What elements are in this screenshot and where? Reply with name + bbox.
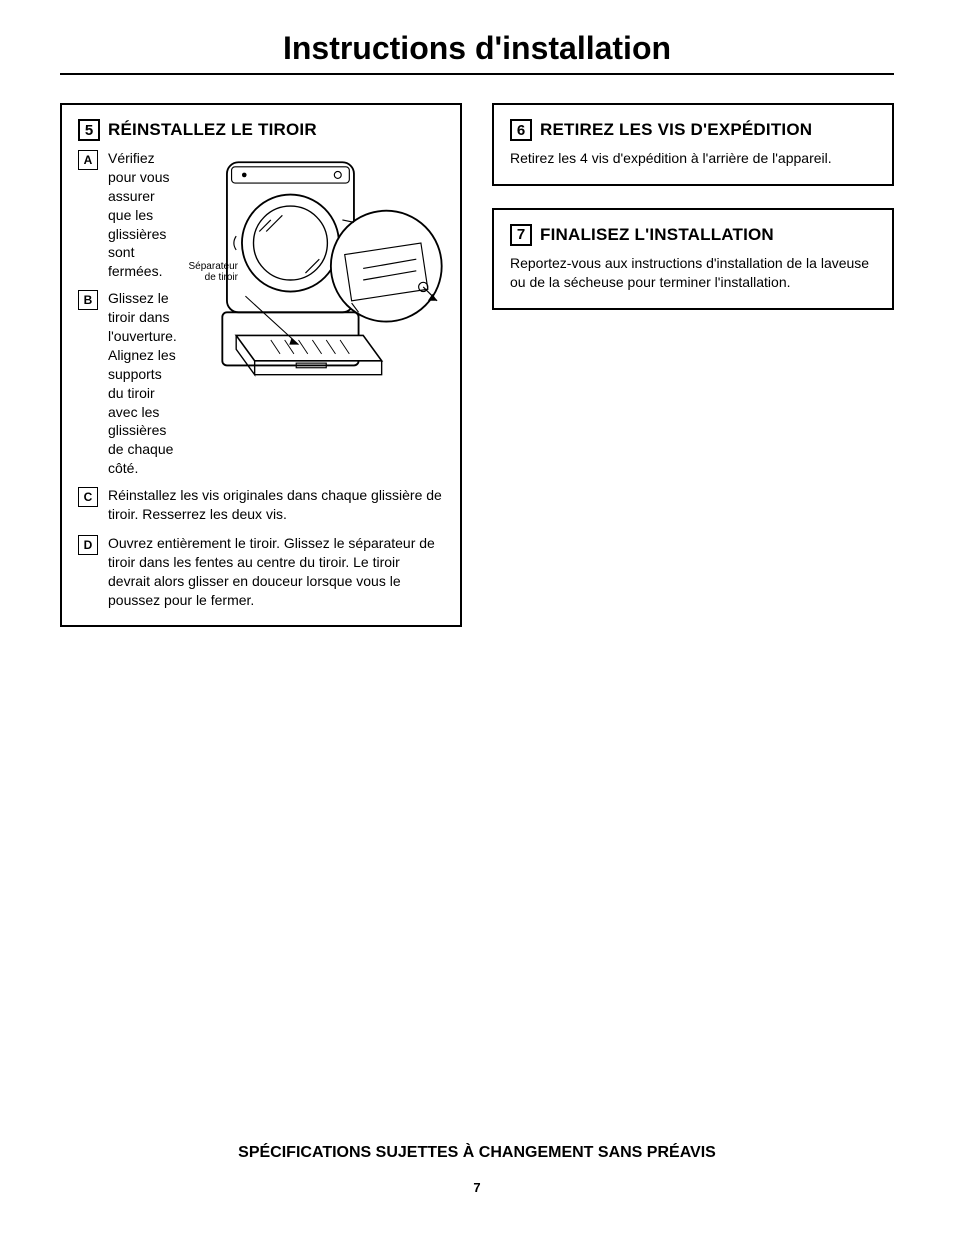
diagram-washer-pedestal: Séparateur de tiroir: [190, 153, 444, 486]
box-step-7: 7 FINALISEZ L'INSTALLATION Reportez-vous…: [492, 208, 894, 310]
step-6-body: Retirez les 4 vis d'expédition à l'arriè…: [510, 149, 876, 168]
substep-letter-a: A: [78, 150, 98, 170]
step-number-7: 7: [510, 224, 532, 246]
box-step-6: 6 RETIREZ LES VIS D'EXPÉDITION Retirez l…: [492, 103, 894, 186]
step-6-header: 6 RETIREZ LES VIS D'EXPÉDITION: [510, 119, 876, 141]
right-column: 6 RETIREZ LES VIS D'EXPÉDITION Retirez l…: [492, 103, 894, 1144]
step5-top-row: A Vérifiez pour vous assurer que les gli…: [78, 149, 444, 486]
step-number-6: 6: [510, 119, 532, 141]
substep-text-b: Glissez le tiroir dans l'ouverture. Alig…: [108, 289, 178, 478]
substep-letter-d: D: [78, 535, 98, 555]
step-title-6: RETIREZ LES VIS D'EXPÉDITION: [540, 120, 812, 140]
substep-a: A Vérifiez pour vous assurer que les gli…: [78, 149, 178, 281]
step-7-header: 7 FINALISEZ L'INSTALLATION: [510, 224, 876, 246]
box-step-5: 5 RÉINSTALLEZ LE TIROIR A Vérifiez pour …: [60, 103, 462, 627]
substep-text-c: Réinstallez les vis originales dans chaq…: [108, 486, 444, 524]
left-column: 5 RÉINSTALLEZ LE TIROIR A Vérifiez pour …: [60, 103, 462, 1144]
columns: 5 RÉINSTALLEZ LE TIROIR A Vérifiez pour …: [60, 103, 894, 1144]
step-title-7: FINALISEZ L'INSTALLATION: [540, 225, 774, 245]
substep-letter-c: C: [78, 487, 98, 507]
substep-text-d: Ouvrez entièrement le tiroir. Glissez le…: [108, 534, 444, 610]
step-7-body: Reportez-vous aux instructions d'install…: [510, 254, 876, 292]
substep-c: C Réinstallez les vis originales dans ch…: [78, 486, 444, 524]
substep-b: B Glissez le tiroir dans l'ouverture. Al…: [78, 289, 178, 478]
substep-text-a: Vérifiez pour vous assurer que les gliss…: [108, 149, 178, 281]
substep-d: D Ouvrez entièrement le tiroir. Glissez …: [78, 534, 444, 610]
step-number-5: 5: [78, 119, 100, 141]
page-title: Instructions d'installation: [60, 30, 894, 67]
title-rule: [60, 73, 894, 75]
page: Instructions d'installation 5 RÉINSTALLE…: [0, 0, 954, 1235]
footer-note: SPÉCIFICATIONS SUJETTES À CHANGEMENT SAN…: [60, 1144, 894, 1162]
page-number: 7: [60, 1180, 894, 1195]
step-5-header: 5 RÉINSTALLEZ LE TIROIR: [78, 119, 444, 141]
substep-letter-b: B: [78, 290, 98, 310]
step5-ab-column: A Vérifiez pour vous assurer que les gli…: [78, 149, 178, 486]
step-title-5: RÉINSTALLEZ LE TIROIR: [108, 120, 317, 140]
diagram-annotation: Séparateur de tiroir: [182, 261, 238, 283]
